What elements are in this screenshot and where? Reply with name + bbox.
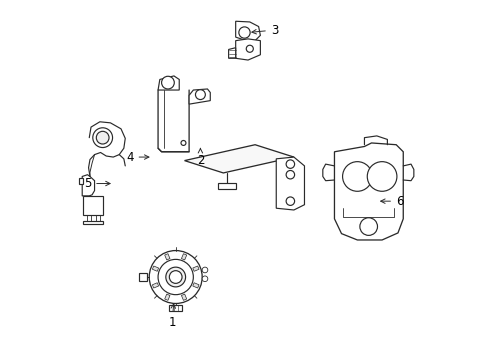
Polygon shape [152,266,158,271]
Polygon shape [184,145,293,173]
Circle shape [149,251,202,303]
Circle shape [359,218,377,235]
Polygon shape [228,48,235,58]
Circle shape [246,45,253,52]
Circle shape [202,267,207,273]
Circle shape [161,76,174,89]
Circle shape [238,27,250,38]
Polygon shape [334,143,403,240]
Polygon shape [192,283,199,288]
Text: 3: 3 [251,23,278,37]
Polygon shape [192,266,199,271]
Circle shape [181,140,185,145]
Circle shape [96,131,109,144]
Circle shape [285,171,294,179]
Polygon shape [218,183,235,189]
Text: 5: 5 [83,177,110,190]
Circle shape [342,162,371,191]
Polygon shape [189,89,210,104]
Text: 6: 6 [380,195,403,208]
Polygon shape [83,221,102,224]
Circle shape [93,128,112,148]
Polygon shape [181,254,186,260]
Polygon shape [235,21,260,41]
Circle shape [165,267,185,287]
Polygon shape [276,157,304,210]
Polygon shape [164,294,170,300]
Polygon shape [83,196,102,215]
Text: 4: 4 [126,150,149,163]
Circle shape [169,271,182,283]
Polygon shape [181,294,186,300]
Text: 1: 1 [168,304,176,329]
Polygon shape [139,274,147,280]
Circle shape [285,197,294,206]
Polygon shape [79,178,83,184]
Polygon shape [169,305,182,311]
Circle shape [195,90,205,100]
Circle shape [285,160,294,168]
Polygon shape [152,283,158,288]
Polygon shape [235,39,260,60]
Text: 2: 2 [196,148,203,167]
Polygon shape [164,254,170,260]
Circle shape [202,276,207,282]
Circle shape [366,162,396,191]
Polygon shape [158,76,179,90]
Circle shape [158,259,193,294]
